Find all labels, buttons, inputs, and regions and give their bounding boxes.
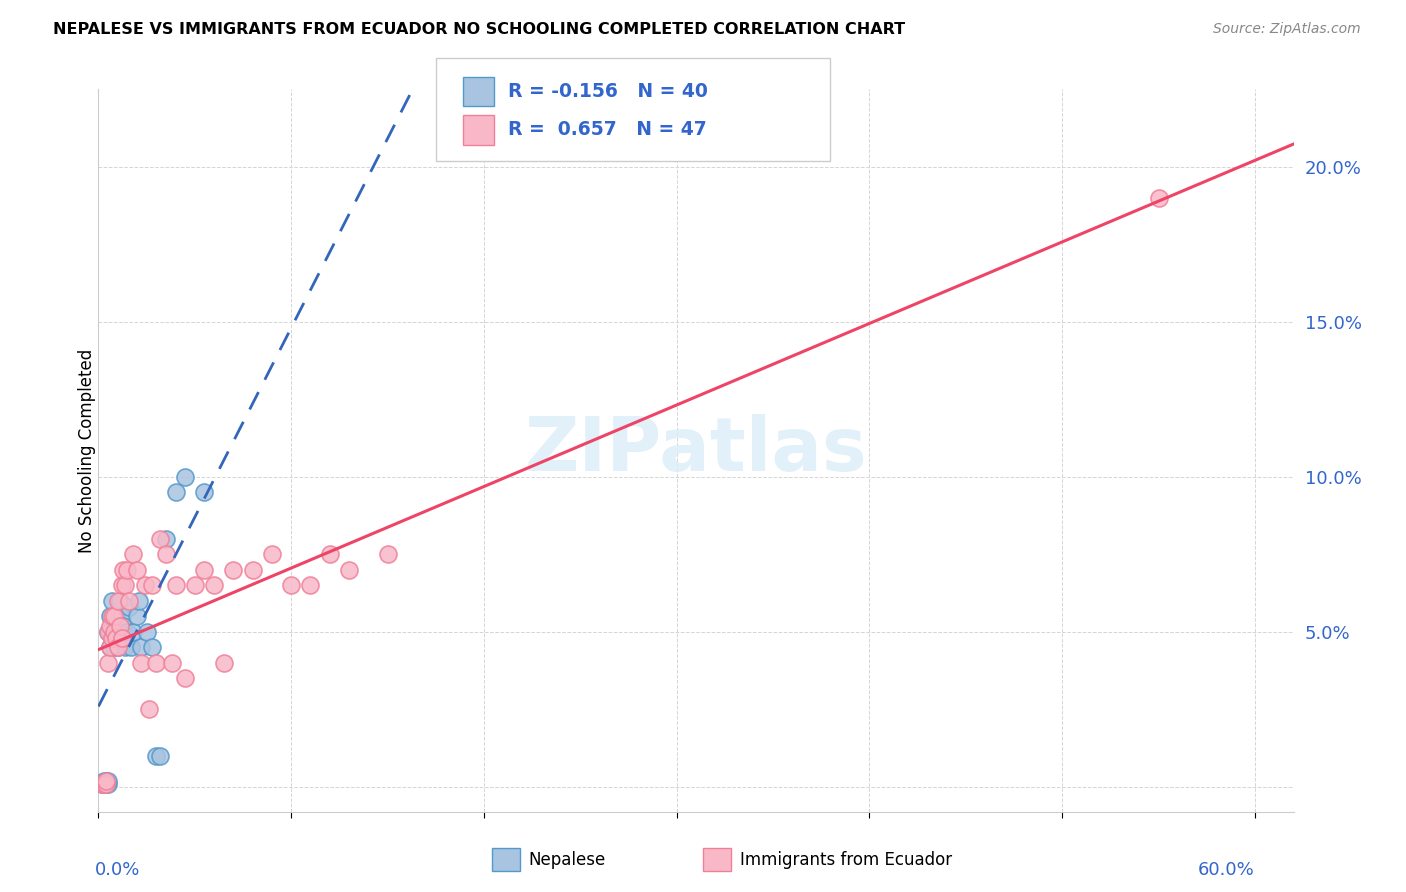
Point xyxy=(93,777,115,791)
Point xyxy=(114,640,136,655)
Point xyxy=(122,624,145,639)
Text: 0.0%: 0.0% xyxy=(94,862,141,880)
Point xyxy=(174,470,197,484)
Point xyxy=(103,624,125,639)
Point xyxy=(91,777,114,791)
Point xyxy=(107,618,129,632)
Point xyxy=(97,777,120,791)
Point xyxy=(103,624,125,639)
Text: R = -0.156   N = 40: R = -0.156 N = 40 xyxy=(508,82,707,101)
Point xyxy=(138,702,160,716)
Point xyxy=(129,656,152,670)
Point xyxy=(280,578,302,592)
Point xyxy=(112,618,135,632)
Point xyxy=(193,485,215,500)
Point xyxy=(114,578,136,592)
Point xyxy=(165,578,187,592)
Point xyxy=(149,748,172,763)
Text: NEPALESE VS IMMIGRANTS FROM ECUADOR NO SCHOOLING COMPLETED CORRELATION CHART: NEPALESE VS IMMIGRANTS FROM ECUADOR NO S… xyxy=(53,22,905,37)
Point xyxy=(118,600,141,615)
Text: 60.0%: 60.0% xyxy=(1198,862,1256,880)
Point xyxy=(145,656,167,670)
Point xyxy=(101,609,124,624)
Point xyxy=(128,594,150,608)
Point xyxy=(120,640,142,655)
Point xyxy=(93,773,115,788)
Point xyxy=(108,624,131,639)
Point xyxy=(193,563,215,577)
Point xyxy=(155,532,177,546)
Point xyxy=(103,640,125,655)
Point xyxy=(242,563,264,577)
Point xyxy=(101,631,124,645)
Point xyxy=(107,640,129,655)
Point xyxy=(222,563,245,577)
Point xyxy=(104,631,127,645)
Point xyxy=(135,624,157,639)
Point xyxy=(107,594,129,608)
Text: Source: ZipAtlas.com: Source: ZipAtlas.com xyxy=(1213,22,1361,37)
Point xyxy=(101,618,124,632)
Point xyxy=(98,640,121,655)
Point xyxy=(98,624,121,639)
Point xyxy=(299,578,322,592)
Point xyxy=(122,547,145,561)
Point xyxy=(108,618,131,632)
Point xyxy=(112,563,135,577)
Point xyxy=(1147,191,1170,205)
Point xyxy=(110,609,132,624)
Point xyxy=(94,773,117,788)
Point xyxy=(260,547,283,561)
Point xyxy=(97,624,120,639)
Point xyxy=(94,773,117,788)
Point xyxy=(110,578,132,592)
Text: R =  0.657   N = 47: R = 0.657 N = 47 xyxy=(508,120,706,139)
Point xyxy=(98,618,121,632)
Point xyxy=(174,672,197,686)
Text: Nepalese: Nepalese xyxy=(529,851,606,869)
Point xyxy=(165,485,187,500)
Point xyxy=(91,777,114,791)
Text: ZIPatlas: ZIPatlas xyxy=(524,414,868,487)
Y-axis label: No Schooling Completed: No Schooling Completed xyxy=(79,349,96,552)
Point xyxy=(118,594,141,608)
Point xyxy=(377,547,399,561)
Point xyxy=(97,773,120,788)
Point xyxy=(117,624,139,639)
Point xyxy=(134,578,156,592)
Point xyxy=(97,656,120,670)
Point xyxy=(104,631,127,645)
Point xyxy=(149,532,172,546)
Point xyxy=(98,609,121,624)
Point xyxy=(94,777,117,791)
Point xyxy=(155,547,177,561)
Point xyxy=(98,640,121,655)
Point xyxy=(104,609,127,624)
Point xyxy=(141,578,163,592)
Point xyxy=(93,777,115,791)
Point xyxy=(101,594,124,608)
Point xyxy=(145,748,167,763)
Point xyxy=(107,640,129,655)
Point xyxy=(319,547,342,561)
Point xyxy=(125,563,148,577)
Point xyxy=(337,563,360,577)
Point xyxy=(117,563,139,577)
Point xyxy=(103,609,125,624)
Point xyxy=(202,578,225,592)
Point xyxy=(212,656,235,670)
Point xyxy=(94,777,117,791)
Point xyxy=(129,640,152,655)
Point xyxy=(141,640,163,655)
Point xyxy=(101,631,124,645)
Point xyxy=(97,624,120,639)
Point xyxy=(110,631,132,645)
Point xyxy=(125,609,148,624)
Text: Immigrants from Ecuador: Immigrants from Ecuador xyxy=(740,851,952,869)
Point xyxy=(108,594,131,608)
Point xyxy=(160,656,183,670)
Point xyxy=(184,578,207,592)
